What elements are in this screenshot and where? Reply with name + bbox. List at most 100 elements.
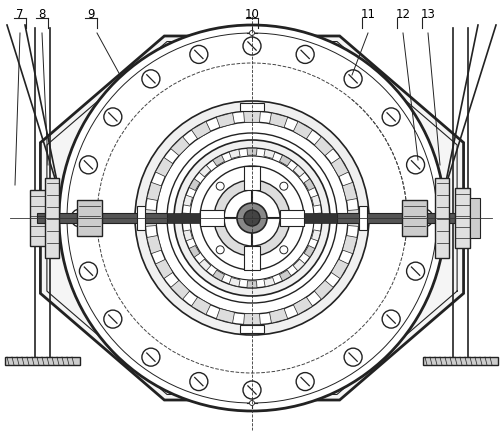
Circle shape xyxy=(156,122,348,314)
Polygon shape xyxy=(192,121,211,139)
FancyBboxPatch shape xyxy=(337,213,467,223)
Polygon shape xyxy=(293,297,312,314)
Polygon shape xyxy=(200,210,224,226)
Polygon shape xyxy=(189,179,200,191)
Text: 9: 9 xyxy=(87,8,95,21)
Text: 8: 8 xyxy=(38,8,46,21)
Polygon shape xyxy=(348,210,359,226)
Circle shape xyxy=(435,216,440,220)
Polygon shape xyxy=(183,230,193,241)
Polygon shape xyxy=(243,314,261,325)
Circle shape xyxy=(280,182,288,190)
Circle shape xyxy=(249,31,255,35)
Polygon shape xyxy=(240,103,264,111)
Circle shape xyxy=(248,259,256,267)
Circle shape xyxy=(182,148,322,288)
Polygon shape xyxy=(270,113,288,127)
Circle shape xyxy=(243,381,261,399)
Polygon shape xyxy=(40,36,464,400)
Polygon shape xyxy=(229,149,240,159)
Polygon shape xyxy=(359,206,367,230)
Polygon shape xyxy=(147,182,161,200)
Circle shape xyxy=(216,182,224,190)
FancyBboxPatch shape xyxy=(45,178,59,258)
Polygon shape xyxy=(331,157,349,177)
Polygon shape xyxy=(137,206,145,230)
Polygon shape xyxy=(331,259,349,279)
FancyBboxPatch shape xyxy=(167,213,337,223)
Circle shape xyxy=(280,246,288,254)
Circle shape xyxy=(67,33,437,403)
Polygon shape xyxy=(213,155,224,166)
FancyBboxPatch shape xyxy=(5,357,80,365)
FancyBboxPatch shape xyxy=(470,198,480,238)
Polygon shape xyxy=(247,281,257,288)
Polygon shape xyxy=(304,245,315,257)
Polygon shape xyxy=(343,182,357,200)
Circle shape xyxy=(167,133,337,303)
Circle shape xyxy=(64,216,69,220)
Polygon shape xyxy=(315,213,322,223)
Polygon shape xyxy=(216,113,234,127)
Circle shape xyxy=(190,156,314,280)
Polygon shape xyxy=(293,165,305,177)
Polygon shape xyxy=(213,270,224,281)
Polygon shape xyxy=(314,137,333,156)
Polygon shape xyxy=(192,297,211,314)
Circle shape xyxy=(249,400,255,406)
Circle shape xyxy=(382,310,400,328)
Polygon shape xyxy=(240,325,264,333)
Text: 12: 12 xyxy=(395,8,410,21)
Circle shape xyxy=(382,108,400,126)
Polygon shape xyxy=(280,270,291,281)
Polygon shape xyxy=(311,230,321,241)
Circle shape xyxy=(104,310,122,328)
Polygon shape xyxy=(147,235,161,254)
Circle shape xyxy=(79,262,98,280)
Polygon shape xyxy=(244,166,260,190)
Polygon shape xyxy=(264,277,275,287)
Text: 7: 7 xyxy=(16,8,24,21)
Circle shape xyxy=(216,246,224,254)
FancyBboxPatch shape xyxy=(402,200,427,236)
Polygon shape xyxy=(270,308,288,323)
Polygon shape xyxy=(343,235,357,254)
Polygon shape xyxy=(155,157,173,177)
Circle shape xyxy=(135,101,369,335)
Circle shape xyxy=(406,262,425,280)
Circle shape xyxy=(243,37,261,55)
Circle shape xyxy=(71,209,89,227)
Polygon shape xyxy=(264,149,275,159)
Circle shape xyxy=(224,190,280,246)
FancyBboxPatch shape xyxy=(423,357,498,365)
FancyBboxPatch shape xyxy=(455,188,470,248)
Text: 13: 13 xyxy=(421,8,436,21)
Circle shape xyxy=(296,45,314,64)
FancyBboxPatch shape xyxy=(435,178,449,258)
Polygon shape xyxy=(314,280,333,299)
FancyBboxPatch shape xyxy=(77,200,102,236)
Polygon shape xyxy=(243,111,261,122)
Polygon shape xyxy=(199,165,211,177)
Polygon shape xyxy=(304,179,315,191)
Polygon shape xyxy=(293,121,312,139)
Circle shape xyxy=(415,209,433,227)
Circle shape xyxy=(145,111,359,325)
Polygon shape xyxy=(155,259,173,279)
Circle shape xyxy=(190,45,208,64)
Polygon shape xyxy=(311,195,321,206)
Polygon shape xyxy=(293,259,305,271)
Polygon shape xyxy=(280,210,304,226)
Polygon shape xyxy=(244,246,260,270)
FancyBboxPatch shape xyxy=(37,213,167,223)
Polygon shape xyxy=(182,213,189,223)
Circle shape xyxy=(248,169,256,177)
Circle shape xyxy=(244,210,260,226)
Circle shape xyxy=(79,156,98,174)
Polygon shape xyxy=(171,280,190,299)
Circle shape xyxy=(142,348,160,366)
Polygon shape xyxy=(247,148,257,155)
Polygon shape xyxy=(280,155,291,166)
Polygon shape xyxy=(183,195,193,206)
Circle shape xyxy=(344,348,362,366)
